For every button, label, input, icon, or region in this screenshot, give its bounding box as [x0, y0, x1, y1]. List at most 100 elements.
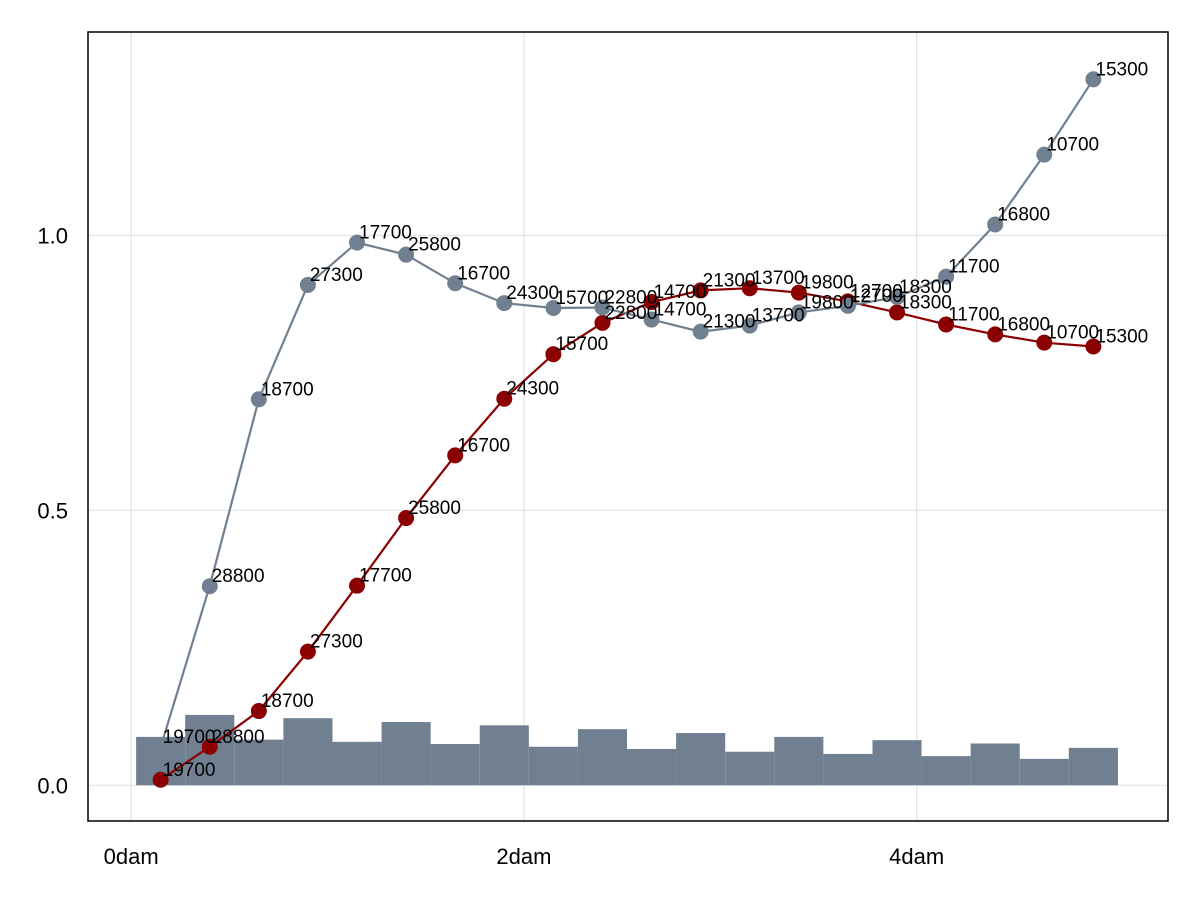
histogram-bar-6	[430, 744, 480, 786]
histogram-bar-4	[332, 741, 382, 786]
series-1-point-label-1: 28800	[212, 566, 265, 587]
series-0-point-5	[398, 510, 415, 527]
histogram-bar-14	[823, 753, 873, 786]
series-0-point-label-7: 24300	[506, 379, 559, 400]
histogram-bar-16	[921, 756, 971, 786]
series-1-point-13	[790, 304, 807, 321]
series-1-point-label-16: 11700	[948, 257, 999, 278]
series-1-point-6	[447, 275, 464, 292]
series-1-point-label-8: 15700	[555, 288, 608, 309]
y-tick-label-1: 0.5	[37, 498, 68, 523]
series-0-point-label-18: 10700	[1046, 323, 1099, 344]
y-tick-label-0: 0.0	[37, 773, 68, 798]
series-1-point-label-5: 25800	[408, 235, 461, 256]
series-0-point-2	[250, 703, 267, 720]
series-1-point-label-18: 10700	[1046, 135, 1099, 156]
series-1-point-label-13: 19800	[801, 292, 854, 313]
series-0-point-4	[349, 577, 366, 594]
series-0-point-label-1: 28800	[212, 727, 265, 748]
series-0-point-label-5: 25800	[408, 498, 461, 519]
series-1-point-label-9: 22800	[604, 287, 657, 308]
series-0-point-label-19: 15300	[1095, 327, 1148, 348]
series-0-point-label-15: 18300	[899, 292, 952, 313]
series-0-point-label-4: 17700	[359, 566, 412, 587]
series-1-point-7	[496, 295, 513, 312]
series-0-point-7	[496, 390, 513, 407]
histogram-bar-15	[872, 740, 922, 786]
series-1-point-label-12: 13700	[752, 306, 805, 327]
histogram-bar-19	[1068, 747, 1118, 786]
series-0-point-label-12: 13700	[752, 268, 805, 289]
series-0-point-label-14: 12700	[850, 281, 903, 302]
series-0-point-label-3: 27300	[310, 632, 363, 653]
x-axis-ticks: 0dam 2dam 4dam	[104, 844, 945, 869]
series-0-point-9	[594, 314, 611, 331]
series-1-point-18	[1036, 146, 1053, 163]
histogram-bar-13	[774, 736, 824, 786]
series-0-point-0	[152, 771, 169, 788]
series-1-point-label-6: 16700	[457, 263, 510, 284]
series-0-point-17	[987, 326, 1004, 343]
series-1-point-0	[152, 738, 169, 755]
series-1-point-label-17: 16800	[997, 204, 1050, 225]
series-0-point-label-0: 19700	[163, 760, 216, 781]
series-1-point-1	[201, 578, 218, 595]
x-tick-label-2: 4dam	[889, 844, 944, 869]
series-0-point-label-6: 16700	[457, 435, 510, 456]
series-1-point-label-14: 12700	[850, 286, 903, 307]
y-tick-label-2: 1.0	[37, 223, 68, 248]
series-0-point-label-17: 16800	[997, 314, 1050, 335]
series-0-point-16	[938, 316, 955, 333]
series-0-point-1	[201, 738, 218, 755]
series-0-point-10	[643, 293, 660, 310]
series-1-point-8	[545, 300, 562, 317]
series-0-point-label-16: 11700	[948, 305, 999, 326]
series-1-point-5	[398, 246, 415, 263]
series-0-point-12	[741, 280, 758, 297]
histogram-bar-3	[283, 718, 333, 786]
series-0-point-15	[889, 304, 906, 321]
series-0-point-label-9: 22800	[604, 303, 657, 324]
series-1-point-label-10: 14700	[654, 300, 707, 321]
series-0-point-label-2: 18700	[261, 691, 314, 712]
series-0-point-6	[447, 447, 464, 464]
histogram-bar-9	[577, 729, 628, 786]
series-1-point-14	[839, 297, 856, 314]
point-labels: 1970028800187002730017700258001670024300…	[163, 59, 1149, 780]
histogram-bar-12	[725, 751, 775, 786]
series-1-point-label-7: 24300	[506, 283, 559, 304]
series-0-point-label-11: 21300	[703, 270, 756, 291]
histogram-bar-7	[479, 725, 529, 786]
histogram-bar-17	[970, 743, 1020, 786]
series-0-point-11	[692, 282, 709, 299]
series-1-point-3	[299, 276, 316, 293]
series-1-point-label-0: 19700	[163, 727, 216, 748]
histogram-bar-10	[627, 748, 677, 786]
histogram-bar-2	[234, 739, 284, 786]
series-1-point-label-3: 27300	[310, 265, 363, 286]
series-1-point-17	[987, 216, 1004, 233]
series-0-point-label-8: 15700	[555, 334, 608, 355]
series-0-point-3	[299, 643, 316, 660]
series-1-point-19	[1085, 71, 1102, 88]
series-1-point-label-19: 15300	[1095, 59, 1148, 80]
histogram-bar-11	[676, 733, 726, 786]
series-0-point-18	[1036, 334, 1053, 351]
series-points	[152, 71, 1102, 788]
series-1-point-10	[643, 311, 660, 328]
series-1-point-12	[741, 317, 758, 334]
series-1-point-11	[692, 323, 709, 340]
series-1-point-label-2: 18700	[261, 379, 314, 400]
series-1-point-label-15: 18300	[899, 277, 952, 298]
plot-frame	[87, 31, 1169, 822]
series-lines	[159, 78, 1095, 781]
histogram-bar-18	[1019, 758, 1069, 786]
x-tick-label-1: 2dam	[496, 844, 551, 869]
series-0-point-19	[1085, 338, 1102, 355]
series-0-point-label-13: 19800	[801, 273, 854, 294]
series-1-point-16	[938, 268, 955, 285]
series-0-point-8	[545, 346, 562, 363]
series-1-point-label-4: 17700	[359, 223, 412, 244]
series-1-point-2	[250, 391, 267, 408]
